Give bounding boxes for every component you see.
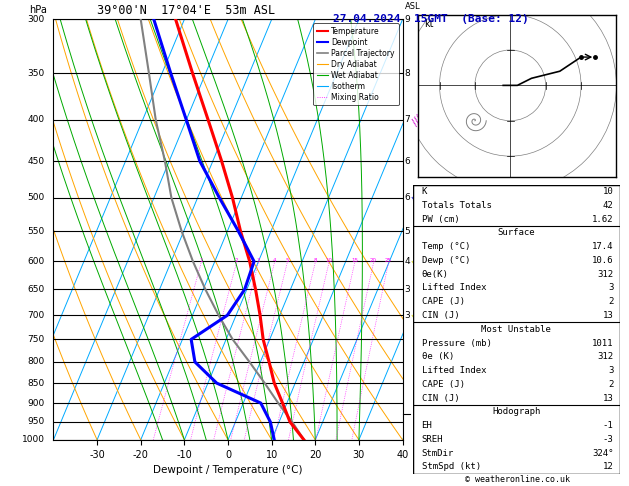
Text: 13: 13 [603,394,613,402]
Text: 20: 20 [370,258,377,262]
Text: ////: //// [410,307,426,323]
Text: 1.62: 1.62 [592,215,613,224]
Text: Pressure (mb): Pressure (mb) [421,339,491,347]
Text: 700: 700 [28,311,45,320]
Text: 12: 12 [603,463,613,471]
Legend: Temperature, Dewpoint, Parcel Trajectory, Dry Adiabat, Wet Adiabat, Isotherm, Mi: Temperature, Dewpoint, Parcel Trajectory… [313,23,399,105]
Text: Lifted Index: Lifted Index [421,283,486,293]
Text: 3: 3 [404,285,410,294]
Text: 324°: 324° [592,449,613,458]
Text: 300: 300 [28,15,45,24]
Title: 39°00'N  17°04'E  53m ASL: 39°00'N 17°04'E 53m ASL [97,4,275,17]
Text: 8: 8 [404,69,410,78]
Text: © weatheronline.co.uk: © weatheronline.co.uk [465,475,569,484]
Text: 312: 312 [598,352,613,361]
X-axis label: Dewpoint / Temperature (°C): Dewpoint / Temperature (°C) [153,465,303,475]
Text: 7: 7 [404,115,410,124]
Text: 10: 10 [325,258,333,262]
Text: EH: EH [421,421,432,430]
Text: Surface: Surface [498,228,535,237]
Text: 650: 650 [28,285,45,294]
Text: 550: 550 [28,226,45,236]
Text: 10.6: 10.6 [592,256,613,265]
Text: CIN (J): CIN (J) [421,394,459,402]
Text: Mixing Ratio (g/kg): Mixing Ratio (g/kg) [428,190,437,269]
Text: ////: //// [410,190,426,206]
Text: 312: 312 [598,270,613,278]
Text: 1011: 1011 [592,339,613,347]
Text: 950: 950 [28,417,45,426]
Text: -1: -1 [603,421,613,430]
Text: 500: 500 [28,193,45,202]
FancyBboxPatch shape [413,185,620,474]
Text: LCL: LCL [432,410,447,419]
Text: K: K [421,187,427,196]
Text: 1000: 1000 [22,435,45,444]
Text: 9: 9 [404,15,410,24]
Text: 25: 25 [385,258,392,262]
Text: 3: 3 [608,283,613,293]
Text: 850: 850 [28,379,45,387]
Text: 5: 5 [286,258,289,262]
Text: 4: 4 [404,257,410,266]
Text: 3: 3 [608,366,613,375]
Text: CAPE (J): CAPE (J) [421,380,464,389]
Text: 900: 900 [28,399,45,408]
Text: StmSpd (kt): StmSpd (kt) [421,463,481,471]
Text: 2: 2 [608,297,613,306]
Text: -3: -3 [603,435,613,444]
Text: 8: 8 [313,258,317,262]
Text: 4: 4 [273,258,276,262]
Text: 17.4: 17.4 [592,242,613,251]
Text: Temp (°C): Temp (°C) [421,242,470,251]
Text: 15: 15 [351,258,358,262]
Text: 750: 750 [28,335,45,344]
Text: ////: //// [410,112,426,128]
Text: CAPE (J): CAPE (J) [421,297,464,306]
Text: 350: 350 [28,69,45,78]
Text: Dewp (°C): Dewp (°C) [421,256,470,265]
Text: 5: 5 [404,226,410,236]
Text: ////: //// [410,253,426,270]
Text: 450: 450 [28,156,45,166]
Text: 2: 2 [235,258,238,262]
Text: CIN (J): CIN (J) [421,311,459,320]
Text: 6: 6 [404,193,410,202]
Text: 6: 6 [404,156,410,166]
Text: Most Unstable: Most Unstable [481,325,552,334]
Text: PW (cm): PW (cm) [421,215,459,224]
Text: StmDir: StmDir [421,449,454,458]
Text: SREH: SREH [421,435,443,444]
Text: 600: 600 [28,257,45,266]
Text: km
ASL: km ASL [405,0,421,11]
Text: θe (K): θe (K) [421,352,454,361]
Text: 42: 42 [603,201,613,210]
Text: kt: kt [424,19,434,30]
Text: 1: 1 [199,258,203,262]
Text: 13: 13 [603,311,613,320]
Text: 10: 10 [603,187,613,196]
Text: 3: 3 [404,311,410,320]
Text: Lifted Index: Lifted Index [421,366,486,375]
Text: hPa: hPa [29,5,47,15]
Text: 27.04.2024  15GMT  (Base: 12): 27.04.2024 15GMT (Base: 12) [333,14,529,24]
Text: θe(K): θe(K) [421,270,448,278]
Text: 3: 3 [257,258,260,262]
Text: 400: 400 [28,115,45,124]
Text: 800: 800 [28,357,45,366]
Text: 2: 2 [608,380,613,389]
Text: Hodograph: Hodograph [493,407,540,417]
Text: Totals Totals: Totals Totals [421,201,491,210]
